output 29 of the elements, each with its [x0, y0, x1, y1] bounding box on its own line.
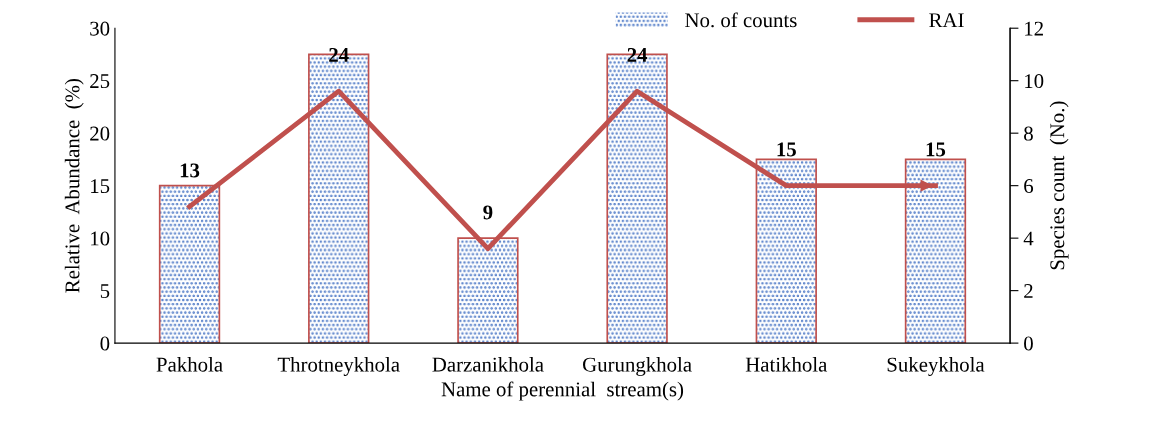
y-tick-label: 25	[90, 74, 110, 89]
y2-axis-title: Species count (No.)	[1049, 101, 1069, 270]
y-tick-label: 5	[100, 284, 110, 299]
y2-tick-label: 6	[1024, 179, 1034, 194]
data-label: 9	[483, 205, 493, 220]
y2-tick-label: 8	[1024, 126, 1033, 141]
legend-label: RAI	[929, 13, 964, 28]
y-tick-label: 15	[91, 179, 110, 194]
x-tick-label: Darzanikhola	[432, 357, 544, 372]
x-tick-label: Gurungkhola	[582, 357, 692, 376]
y2-tick-label: 0	[1024, 336, 1033, 351]
y-tick-label: 20	[90, 126, 110, 141]
y-tick-label: 10	[91, 231, 110, 246]
y2-tick-label: 10	[1025, 74, 1044, 89]
y-tick-label: 0	[100, 336, 110, 351]
y-tick-label: 30	[90, 21, 110, 36]
legend-label: No. of counts	[685, 12, 797, 28]
data-label: 15	[926, 142, 946, 157]
x-tick-label: Pakhola	[156, 357, 223, 372]
y2-tick-label: 2	[1024, 284, 1033, 298]
x-tick-label: Throtneykhola	[277, 357, 400, 376]
x-tick-label: Sukeykhola	[887, 357, 985, 376]
y-axis-title: Relative Abundance (%)	[64, 78, 84, 293]
y2-tick-label: 12	[1025, 21, 1043, 36]
data-label: 13	[180, 163, 200, 178]
data-label: 15	[777, 142, 796, 157]
x-axis-title: Name of perennial stream(s)	[441, 381, 684, 401]
x-tick-label: Hatikhola	[745, 357, 828, 372]
y2-tick-label: 4	[1023, 231, 1034, 246]
